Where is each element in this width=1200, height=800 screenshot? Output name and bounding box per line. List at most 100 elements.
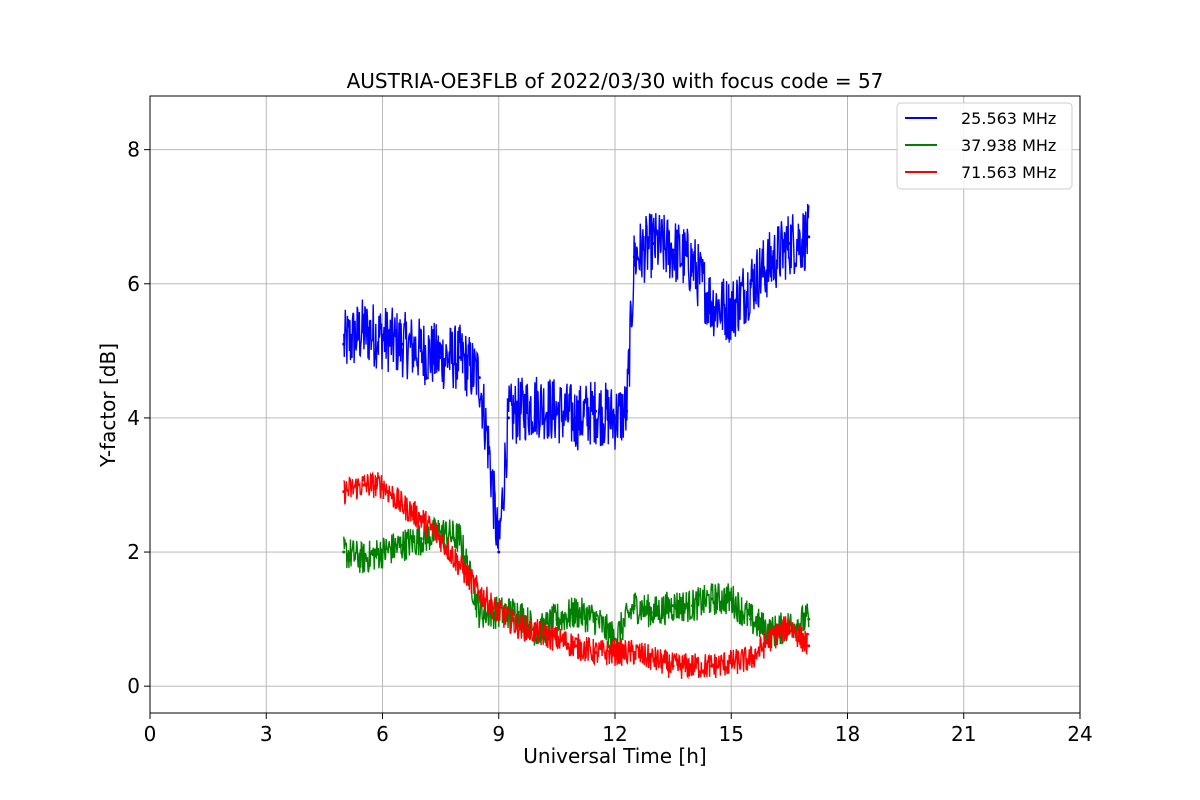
series-point xyxy=(594,617,598,621)
series-point xyxy=(555,637,559,641)
series-point xyxy=(710,664,714,668)
series-point xyxy=(594,651,598,655)
x-tick-label: 12 xyxy=(602,722,627,746)
series-point xyxy=(361,329,365,333)
series-point xyxy=(477,376,481,380)
series-point xyxy=(516,624,520,628)
y-tick-label: 6 xyxy=(127,272,140,296)
series-point xyxy=(419,349,423,353)
series-point xyxy=(807,644,811,648)
series-point xyxy=(768,262,772,266)
series-point xyxy=(632,604,636,608)
x-tick-label: 18 xyxy=(835,722,860,746)
series-point xyxy=(342,342,346,346)
x-tick-label: 21 xyxy=(951,722,976,746)
legend-box xyxy=(896,102,1073,190)
series-point xyxy=(749,282,753,286)
series-point xyxy=(555,617,559,621)
series-point xyxy=(625,409,629,413)
series-point xyxy=(487,449,491,453)
y-tick-label: 4 xyxy=(127,406,140,430)
series-point xyxy=(652,242,656,246)
x-tick-label: 9 xyxy=(492,722,505,746)
series-point xyxy=(419,517,423,521)
legend-label: 37.938 MHz xyxy=(961,136,1056,155)
x-tick-label: 15 xyxy=(719,722,744,746)
series-point xyxy=(613,416,617,420)
legend: 25.563 MHz 37.938 MHz 71.563 MHz xyxy=(896,102,1073,190)
x-tick-label: 0 xyxy=(144,722,157,746)
series-point xyxy=(787,624,791,628)
series-point xyxy=(361,483,365,487)
series-point xyxy=(458,537,462,541)
series-point xyxy=(458,356,462,360)
chart-title: AUSTRIA-OE3FLB of 2022/03/30 with focus … xyxy=(347,69,884,93)
series-point xyxy=(381,550,384,554)
series-point xyxy=(536,631,539,635)
series-point xyxy=(574,644,578,648)
series-point xyxy=(652,610,656,614)
data-series xyxy=(342,203,811,680)
x-axis-label: Universal Time [h] xyxy=(523,744,706,768)
legend-label: 71.563 MHz xyxy=(961,163,1056,182)
series-point xyxy=(671,664,675,668)
series-point xyxy=(439,530,443,534)
series-point xyxy=(768,637,772,641)
series-point xyxy=(361,557,365,561)
series-point xyxy=(807,617,811,621)
series-point xyxy=(749,617,753,621)
series-point xyxy=(671,604,675,608)
series-point xyxy=(381,335,384,339)
y-tick-label: 8 xyxy=(127,138,140,162)
series-point xyxy=(536,403,539,406)
series-point xyxy=(594,409,598,413)
series-point xyxy=(613,651,617,655)
series-point xyxy=(632,651,636,655)
series-point xyxy=(400,503,404,507)
series-point xyxy=(574,416,578,420)
series-point xyxy=(749,657,753,661)
x-tick-label: 3 xyxy=(260,722,273,746)
series-point xyxy=(691,604,694,608)
series-point xyxy=(729,661,733,665)
series-point xyxy=(555,409,559,413)
series-point xyxy=(691,664,694,668)
series-point xyxy=(574,610,578,614)
series-point xyxy=(516,409,520,413)
series-point xyxy=(342,490,346,494)
series-line-2 xyxy=(343,471,810,680)
series-point xyxy=(497,550,501,554)
series-point xyxy=(729,309,733,313)
series-point xyxy=(477,590,481,594)
series-point xyxy=(710,302,714,306)
series-line-0 xyxy=(343,203,810,552)
series-point xyxy=(400,543,404,547)
series-point xyxy=(400,342,404,346)
legend-label: 25.563 MHz xyxy=(961,109,1056,128)
series-point xyxy=(458,563,462,567)
series-point xyxy=(632,255,636,259)
x-tick-label: 6 xyxy=(376,722,389,746)
y-tick-label: 0 xyxy=(127,674,140,698)
series-point xyxy=(439,356,443,360)
series-point xyxy=(807,235,811,239)
series-point xyxy=(516,610,520,614)
series-point xyxy=(787,242,791,246)
series-point xyxy=(497,610,501,614)
series-point xyxy=(342,550,346,554)
series-point xyxy=(419,537,423,541)
y-axis-label: Y-factor [dB] xyxy=(96,343,120,468)
series-point xyxy=(381,483,384,487)
series-point xyxy=(477,610,481,614)
x-tick-label: 24 xyxy=(1067,722,1092,746)
series-point xyxy=(652,657,656,661)
series-point xyxy=(710,597,714,601)
series-point xyxy=(691,262,694,266)
series-point xyxy=(729,597,733,601)
series-point xyxy=(439,537,443,541)
y-tick-label: 2 xyxy=(127,540,140,564)
series-point xyxy=(671,248,675,252)
series-point xyxy=(506,416,510,420)
